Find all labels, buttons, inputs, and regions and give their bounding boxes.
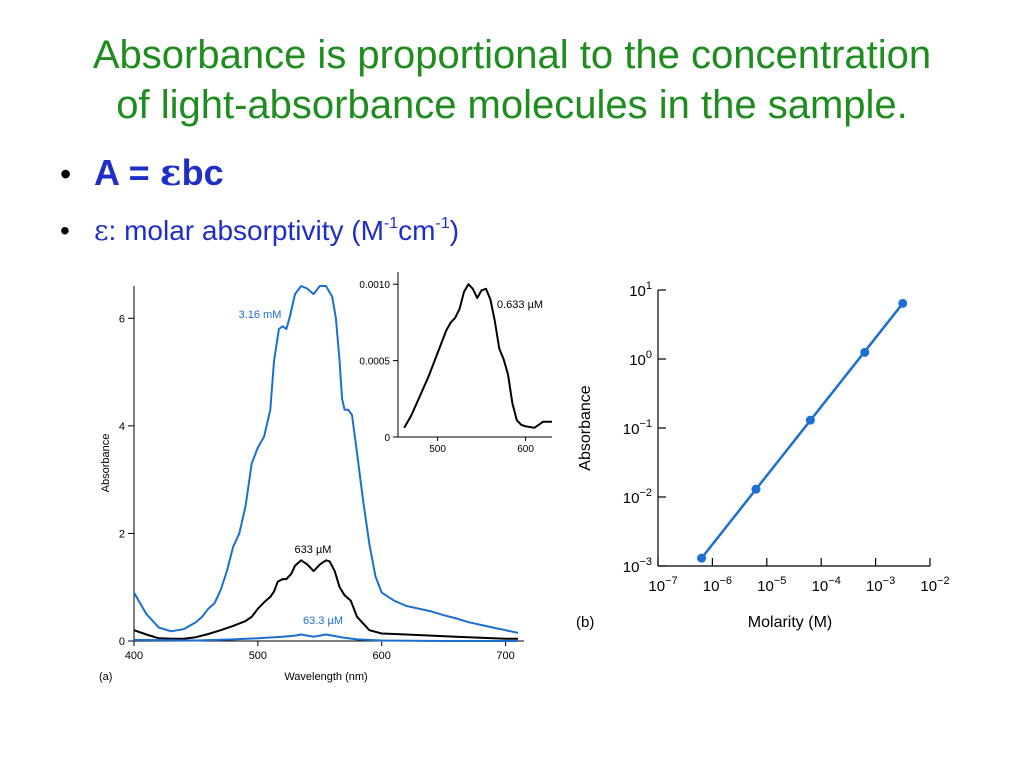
series-label-2: 633 µM: [295, 544, 332, 556]
panel-a-x-label: Wavelength (nm): [284, 671, 367, 683]
data-point: [898, 298, 908, 308]
panel-b-label: (b): [576, 614, 594, 631]
fit-line: [700, 302, 904, 559]
data-point: [805, 415, 815, 425]
panel-a-y-tick-label: 6: [119, 313, 125, 325]
unit-cm: cm: [398, 215, 436, 246]
panel-a-y-tick-label: 2: [119, 528, 125, 540]
spectrum-line-3: [133, 633, 518, 642]
unit-exponent-2: -1: [435, 215, 450, 232]
panel-b-y-tick-label: 101: [629, 280, 652, 300]
bullet-beer-lambert: • A = εbc: [60, 152, 224, 194]
unit-exponent-1: -1: [383, 215, 399, 232]
panel-a-x-tick-label: 400: [125, 650, 143, 662]
formula-epsilon: ε: [159, 152, 182, 194]
bullet-dot: •: [60, 215, 70, 246]
panel-b-x-tick-label: 10−4: [812, 575, 841, 595]
panel-b-y-tick-label: 10−1: [623, 418, 652, 438]
panel-b-y-label: Absorbance: [577, 385, 594, 470]
inset-y-tick-label: 0.0010: [359, 280, 390, 291]
data-point: [860, 347, 870, 357]
series-label-1: 3.16 mM: [239, 309, 282, 321]
molar-absorptivity-text: : molar absorptivity (M: [108, 215, 384, 246]
panel-b-x-tick-label: 10−6: [703, 575, 732, 595]
inset-spectrum-line: [403, 283, 552, 429]
title-line-1: Absorbance is proportional to the concen…: [92, 33, 932, 77]
data-point: [751, 484, 761, 494]
panel-a-label: (a): [99, 671, 112, 683]
unit-close: ): [449, 215, 460, 246]
panel-a-y-tick-label: 0: [119, 636, 125, 648]
panel-b-x-tick-label: 10−7: [648, 575, 677, 595]
panel-b-y-tick-label: 100: [629, 349, 652, 369]
spectrum-line-1: [133, 285, 519, 634]
data-point: [697, 553, 707, 563]
panel-b-x-tick-label: 10−3: [866, 575, 895, 595]
panel-a-y-label: Absorbance: [100, 434, 112, 493]
epsilon-symbol: ε: [94, 214, 109, 247]
panel-a-x-tick-label: 500: [249, 650, 267, 662]
panel-a-x-tick-label: 700: [496, 650, 514, 662]
bullet-dot: •: [60, 156, 72, 192]
inset-x-tick-label: 600: [517, 444, 534, 455]
spectrum-line-2: [133, 559, 518, 640]
panel-b-y-tick-label: 10−2: [623, 487, 652, 507]
panel-b-x-tick-label: 10−2: [920, 575, 949, 595]
formula-a: A =: [94, 152, 160, 193]
formula-bc: bc: [181, 152, 224, 193]
inset-y-tick-label: 0: [384, 433, 390, 444]
panel-b-x-tick-label: 10−5: [757, 575, 786, 595]
panel-a-x-tick-label: 600: [373, 650, 391, 662]
title-line-2: of light-absorbance molecules in the sam…: [116, 83, 908, 127]
inset-y-tick-label: 0.0005: [359, 357, 390, 368]
slide-title: Absorbance is proportional to the concen…: [0, 30, 1024, 130]
panel-b-y-tick-label: 10−3: [623, 556, 652, 576]
inset-x-tick-label: 500: [429, 444, 446, 455]
inset-series-label: 0.633 µM: [497, 299, 543, 311]
bullet-molar-absorptivity: • ε: molar absorptivity (M-1cm-1): [60, 214, 459, 247]
panel-a-y-tick-label: 4: [119, 421, 125, 433]
panel-b-x-label: Molarity (M): [748, 614, 832, 631]
series-label-3: 63.3 µM: [303, 615, 343, 627]
